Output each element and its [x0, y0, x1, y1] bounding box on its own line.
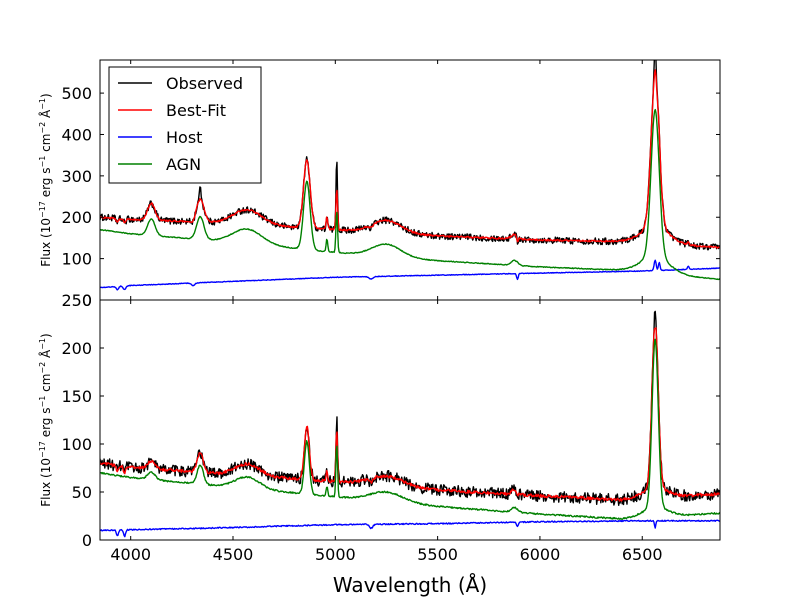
top-plot-area	[100, 60, 720, 291]
top-ytick-label-100: 100	[61, 250, 92, 269]
top-series-best-fit	[100, 69, 720, 249]
xtick-label-4000: 4000	[110, 545, 151, 564]
bottom-ytick-label-50: 50	[72, 483, 92, 502]
bottom-ytick-label-0: 0	[82, 531, 92, 550]
legend-label-agn: AGN	[166, 155, 201, 174]
bottom-ytick-label-150: 150	[61, 387, 92, 406]
top-ytick-label-0: 0	[82, 291, 92, 310]
x-axis-label: Wavelength (Å)	[333, 573, 487, 597]
top-y-ticks: 0 100 200 300 400 500	[61, 84, 720, 310]
top-y-axis-label: Flux (10−17 erg s−1 cm−2 Å−1)	[38, 93, 53, 266]
bottom-ytick-label-250: 250	[61, 291, 92, 310]
bottom-y-ticks: 0 50 100 150 200 250	[61, 291, 720, 550]
bottom-y-axis-label: Flux (10−17 erg s−1 cm−2 Å−1)	[38, 333, 53, 506]
xtick-label-5500: 5500	[417, 545, 458, 564]
bottom-panel: 0 50 100 150 200 250 4000 4500 5000 5500 6000 6500…	[38, 291, 721, 597]
xtick-label-6000: 6000	[520, 545, 561, 564]
bottom-axes-frame	[99, 299, 721, 541]
bottom-series-agn	[100, 338, 720, 521]
top-series-observed	[100, 60, 720, 251]
top-series-host	[100, 259, 720, 291]
xtick-label-4500: 4500	[213, 545, 254, 564]
top-ytick-label-200: 200	[61, 208, 92, 227]
legend-label-observed: Observed	[166, 74, 243, 93]
bottom-ytick-label-200: 200	[61, 339, 92, 358]
top-ytick-label-400: 400	[61, 125, 92, 144]
top-ytick-label-500: 500	[61, 84, 92, 103]
top-ytick-label-300: 300	[61, 167, 92, 186]
xtick-label-6500: 6500	[622, 545, 663, 564]
xtick-label-5000: 5000	[315, 545, 356, 564]
top-panel: 0 100 200 300 400 500 Flux (10−17 erg s−1 cm−…	[38, 59, 721, 310]
bottom-plot-area	[100, 310, 720, 538]
bottom-x-ticks: 4000 4500 5000 5500 6000 6500	[110, 545, 662, 564]
legend-label-host: Host	[166, 128, 202, 147]
bottom-series-host	[100, 519, 720, 538]
bottom-series-observed	[100, 310, 720, 507]
legend: Observed Best-Fit Host AGN	[108, 66, 262, 184]
bottom-series-best-fit	[100, 327, 720, 502]
bottom-ytick-label-100: 100	[61, 435, 92, 454]
legend-label-best-fit: Best-Fit	[166, 101, 226, 120]
top-series-agn	[100, 108, 720, 281]
